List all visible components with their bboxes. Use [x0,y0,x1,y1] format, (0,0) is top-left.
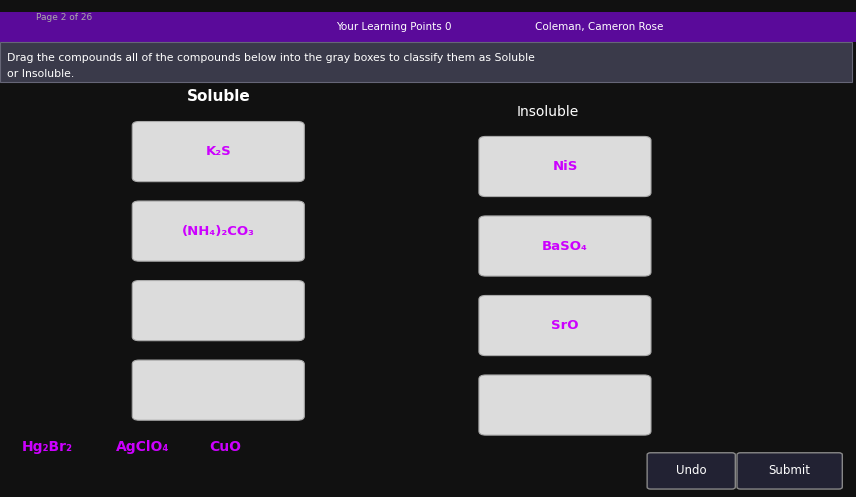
FancyBboxPatch shape [132,280,305,341]
FancyBboxPatch shape [0,12,856,42]
Text: AgClO₄: AgClO₄ [116,440,169,454]
FancyBboxPatch shape [479,295,651,356]
Text: Drag the compounds all of the compounds below into the gray boxes to classify th: Drag the compounds all of the compounds … [7,53,535,63]
Text: Coleman, Cameron Rose: Coleman, Cameron Rose [535,22,663,32]
FancyBboxPatch shape [132,121,305,181]
Text: or Insoluble.: or Insoluble. [7,69,74,79]
Text: Insoluble: Insoluble [517,105,579,119]
Text: BaSO₄: BaSO₄ [542,240,588,252]
Text: Your Learning Points 0: Your Learning Points 0 [336,22,451,32]
Text: SrO: SrO [551,319,579,332]
FancyBboxPatch shape [479,375,651,435]
FancyBboxPatch shape [132,201,305,261]
FancyBboxPatch shape [737,453,842,489]
Text: Hg₂Br₂: Hg₂Br₂ [21,440,73,454]
FancyBboxPatch shape [647,453,735,489]
Text: Soluble: Soluble [187,89,250,104]
Text: Submit: Submit [769,464,811,478]
FancyBboxPatch shape [479,136,651,196]
Text: CuO: CuO [210,440,241,454]
Text: K₂S: K₂S [205,145,231,158]
Text: Undo: Undo [676,464,706,478]
FancyBboxPatch shape [479,216,651,276]
Text: Page 2 of 26: Page 2 of 26 [36,13,92,22]
FancyBboxPatch shape [132,360,305,420]
Text: (NH₄)₂CO₃: (NH₄)₂CO₃ [181,225,255,238]
FancyBboxPatch shape [0,42,852,82]
Text: NiS: NiS [552,160,578,173]
